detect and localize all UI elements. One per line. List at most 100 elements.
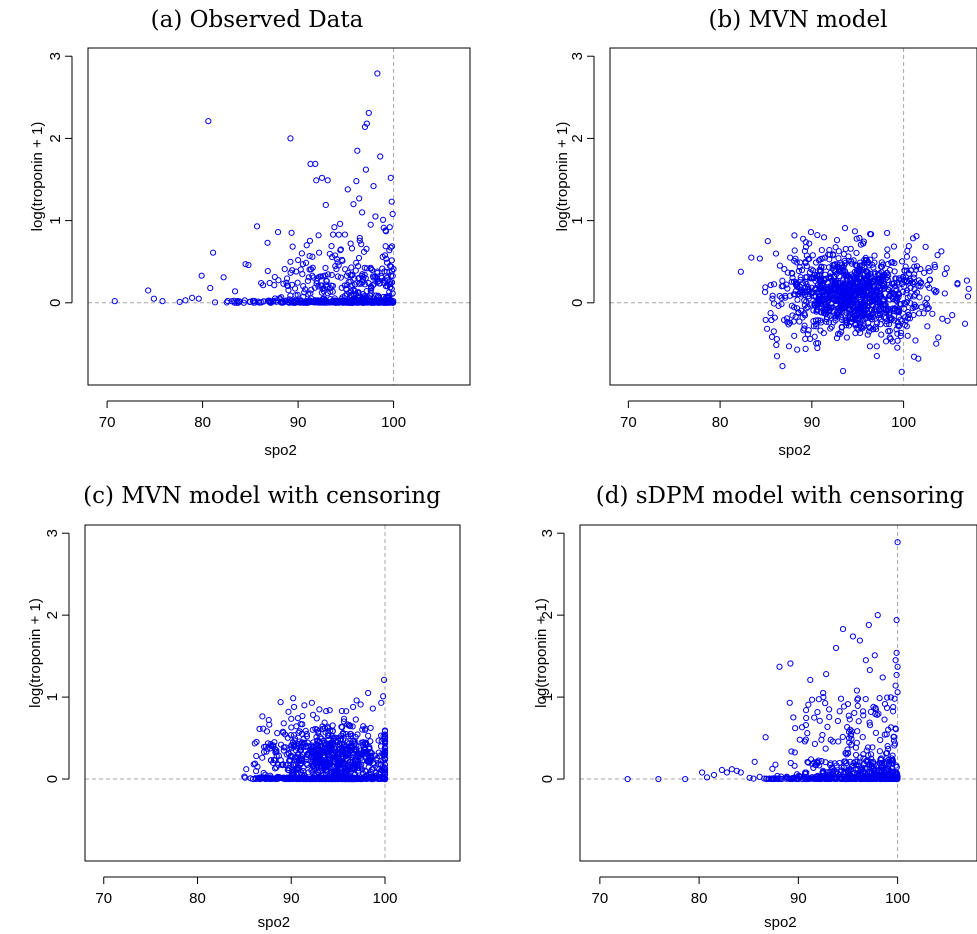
data-point xyxy=(365,689,372,697)
data-point xyxy=(361,740,369,747)
data-point xyxy=(780,282,787,290)
data-point xyxy=(283,775,290,783)
data-point xyxy=(283,275,291,282)
y-tick-label: 3 xyxy=(47,52,64,60)
data-point xyxy=(362,767,369,774)
y-axis: 0 1 2 3 log(troponin + 1) xyxy=(29,52,73,307)
data-point xyxy=(932,289,939,296)
data-point xyxy=(892,296,899,303)
data-point xyxy=(850,773,857,780)
data-point xyxy=(924,323,931,330)
data-point xyxy=(792,725,799,732)
data-point xyxy=(761,289,769,296)
y-axis-label: log(troponin + 1) xyxy=(29,122,46,232)
data-point xyxy=(861,284,868,291)
data-point xyxy=(865,621,872,629)
data-point xyxy=(356,234,363,242)
data-point xyxy=(332,252,339,259)
data-point xyxy=(300,736,307,743)
data-point xyxy=(381,761,389,768)
data-point xyxy=(856,234,863,242)
x-axis-label: spo2 xyxy=(264,442,297,459)
data-point xyxy=(866,722,874,729)
data-point xyxy=(316,249,323,256)
data-point xyxy=(818,247,825,254)
data-point xyxy=(316,706,323,713)
data-point xyxy=(299,721,306,728)
x-tick-label: 90 xyxy=(804,414,821,431)
data-point xyxy=(851,228,859,235)
data-point xyxy=(339,736,347,744)
data-point xyxy=(806,240,813,247)
data-point xyxy=(296,775,303,783)
data-point xyxy=(878,775,885,783)
data-point xyxy=(367,221,374,228)
data-point xyxy=(803,769,810,776)
data-point xyxy=(863,269,871,276)
data-point xyxy=(381,252,389,259)
data-point xyxy=(772,761,779,768)
data-point xyxy=(111,298,118,305)
data-point xyxy=(318,289,325,296)
data-point xyxy=(810,318,817,325)
data-point xyxy=(353,178,360,185)
data-point xyxy=(207,284,214,292)
data-point xyxy=(776,663,783,670)
data-point xyxy=(365,732,372,739)
data-point xyxy=(311,297,319,304)
data-point xyxy=(856,275,864,282)
data-point xyxy=(378,766,385,774)
data-point xyxy=(877,756,884,763)
data-point xyxy=(876,774,883,781)
data-point xyxy=(813,323,820,330)
data-point xyxy=(351,740,358,747)
data-point xyxy=(828,768,835,775)
data-point xyxy=(873,343,880,350)
data-point xyxy=(808,301,815,308)
data-point xyxy=(339,775,346,783)
y-tick-label: 1 xyxy=(44,693,61,701)
data-point xyxy=(893,671,900,679)
data-point xyxy=(807,335,814,342)
data-point xyxy=(864,758,871,765)
x-tick-label: 80 xyxy=(189,890,206,907)
data-point xyxy=(933,288,940,295)
data-point xyxy=(801,770,809,777)
data-point xyxy=(898,258,906,265)
data-point xyxy=(892,657,899,664)
data-point xyxy=(304,277,312,285)
data-point xyxy=(918,304,925,311)
x-tick-label: 100 xyxy=(891,414,916,431)
x-tick-label: 80 xyxy=(712,414,729,431)
data-point xyxy=(885,306,892,313)
data-point xyxy=(786,319,794,326)
data-point xyxy=(875,297,883,305)
data-point xyxy=(349,723,356,730)
data-point xyxy=(388,198,395,205)
data-point xyxy=(329,282,336,290)
data-point xyxy=(900,277,908,284)
data-point xyxy=(286,296,293,303)
data-point xyxy=(814,344,821,352)
data-point xyxy=(682,775,689,783)
data-point xyxy=(374,70,381,77)
data-point xyxy=(807,676,814,683)
data-point xyxy=(339,724,346,731)
data-point xyxy=(807,229,815,236)
data-point xyxy=(876,280,883,287)
data-point xyxy=(846,716,853,723)
data-point xyxy=(325,732,332,739)
data-point xyxy=(871,269,878,276)
data-point xyxy=(814,306,821,314)
data-point xyxy=(352,716,359,723)
data-point xyxy=(334,273,341,280)
data-point xyxy=(891,733,898,740)
data-point xyxy=(842,758,849,765)
data-point xyxy=(342,775,349,783)
data-point xyxy=(363,265,370,272)
data-point xyxy=(770,328,777,335)
data-point xyxy=(891,695,898,702)
data-point xyxy=(289,243,296,250)
scatter-panel-1: (a) Observed Data 70 80 90 100 spo2 0 1 2 3 log(tr… xyxy=(29,7,471,459)
data-point xyxy=(826,714,833,721)
